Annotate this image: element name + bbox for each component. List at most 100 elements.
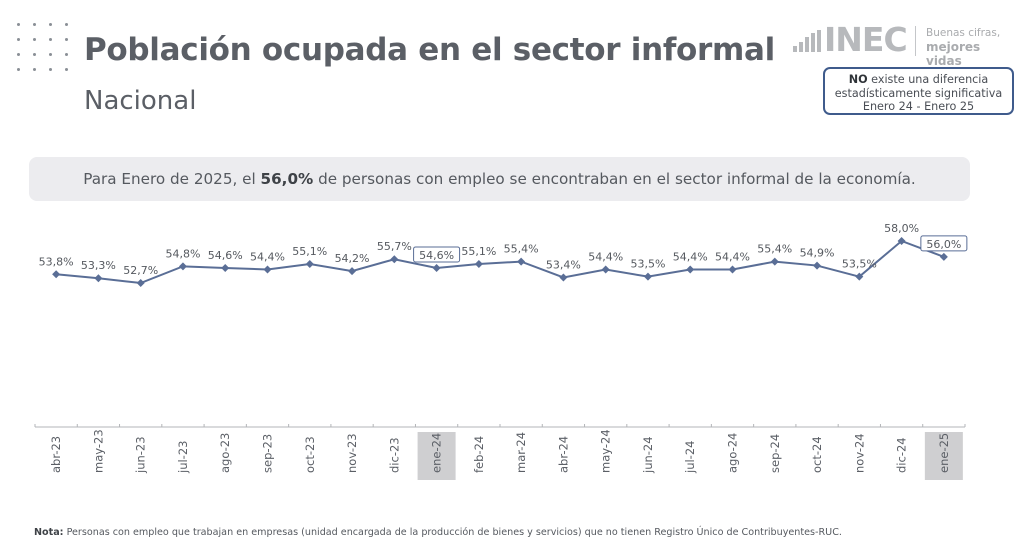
x-tick-label: nov-24 — [852, 433, 866, 473]
data-label: 54,4% — [250, 251, 285, 264]
data-point-marker — [474, 259, 483, 268]
highlight-category-bg — [417, 432, 456, 480]
data-point-marker — [178, 262, 187, 271]
decorative-dot — [49, 23, 52, 26]
logo-divider — [915, 26, 916, 56]
significance-line2: estadísticamente significativa — [834, 86, 1003, 100]
signal-bars-icon — [793, 30, 823, 52]
x-tick-label: sep-23 — [261, 434, 275, 473]
x-tick-label: jun-24 — [641, 436, 655, 474]
data-label: 52,7% — [123, 264, 158, 277]
decorative-dot — [65, 23, 68, 26]
data-label: 53,5% — [630, 258, 665, 271]
data-point-marker — [263, 265, 272, 274]
data-point-marker — [305, 259, 314, 268]
decorative-dot — [65, 38, 68, 41]
data-point-marker — [136, 279, 145, 287]
data-label: 54,4% — [715, 251, 750, 264]
data-point-marker — [221, 263, 230, 272]
data-point-marker — [601, 265, 610, 274]
data-label: 54,4% — [588, 251, 623, 264]
decorative-dot — [17, 38, 20, 41]
x-tick-label: feb-24 — [472, 436, 486, 473]
logo-tagline-1: Buenas cifras, — [926, 27, 1001, 39]
series-line — [56, 239, 945, 285]
data-point-marker — [686, 265, 695, 274]
footnote: Nota: Personas con empleo que trabajan e… — [34, 527, 842, 538]
decorative-dot — [33, 23, 36, 26]
x-tick-label: oct-24 — [810, 436, 824, 473]
data-point-marker — [52, 270, 61, 279]
inec-logo: INEC Buenas cifras, mejores vidas — [793, 20, 1018, 68]
data-label: 54,4% — [673, 251, 708, 264]
significance-bold: NO — [848, 73, 868, 86]
highlight-category-bg — [924, 432, 963, 480]
data-point-marker — [559, 273, 568, 282]
footnote-label: Nota: — [34, 527, 64, 538]
decorative-dot — [17, 23, 20, 26]
decorative-dot — [17, 53, 20, 56]
data-point-marker — [517, 257, 526, 266]
data-label-box — [920, 235, 968, 252]
data-label: 53,5% — [842, 258, 877, 271]
logo-brand-text: INEC — [824, 20, 908, 59]
footnote-text: Personas con empleo que trabajan en empr… — [63, 527, 842, 538]
data-point-marker — [770, 257, 779, 266]
data-label: 55,1% — [461, 245, 496, 258]
x-tick-label: dic-23 — [387, 437, 401, 473]
decorative-dot — [49, 68, 52, 71]
banner-suffix: de personas con empleo se encontraban en… — [313, 170, 916, 188]
decorative-dot-grid — [12, 18, 74, 76]
significance-line3: Enero 24 - Enero 25 — [862, 100, 975, 113]
data-point-marker — [855, 272, 864, 281]
page-subtitle: Nacional — [84, 86, 197, 116]
decorative-dot — [65, 53, 68, 56]
data-label: 55,4% — [504, 243, 539, 256]
x-tick-label: abr-23 — [49, 436, 63, 473]
data-label: 55,7% — [377, 240, 412, 253]
data-point-marker — [643, 272, 652, 281]
logo-tagline-2: mejores vidas — [926, 40, 981, 68]
data-point-marker — [897, 237, 906, 245]
data-point-marker — [432, 263, 441, 272]
decorative-dot — [49, 38, 52, 41]
page-title: Población ocupada en el sector informal — [84, 32, 775, 68]
x-tick-label: sep-24 — [768, 434, 782, 473]
line-chart: abr-23 may-23 jun-23 jul-23 ago-23 sep-23 oct-… — [34, 222, 968, 480]
x-tick-label: nov-23 — [345, 433, 359, 473]
x-tick-label: may-23 — [91, 429, 105, 473]
x-tick-label: may-24 — [599, 429, 613, 473]
data-label: 54,2% — [335, 252, 370, 265]
x-tick-label: mar-24 — [514, 432, 528, 473]
data-label: 54,9% — [800, 247, 835, 260]
decorative-dot — [33, 53, 36, 56]
decorative-dot — [33, 68, 36, 71]
data-point-marker — [94, 274, 103, 283]
data-label: 53,4% — [546, 258, 581, 271]
data-label: 56,0% — [926, 238, 961, 251]
x-tick-label: ago-23 — [218, 433, 232, 473]
decorative-dot — [33, 38, 36, 41]
banner-prefix: Para Enero de 2025, el — [83, 170, 261, 188]
significance-line1: existe una diferencia — [867, 73, 989, 86]
data-point-marker — [728, 265, 737, 274]
x-tick-label: oct-23 — [303, 436, 317, 473]
x-tick-label: abr-24 — [556, 436, 570, 473]
x-tick-label: jul-23 — [176, 441, 190, 474]
data-label: 54,8% — [165, 247, 200, 260]
x-tick-label: ago-24 — [726, 433, 740, 473]
x-tick-label: jul-24 — [683, 441, 697, 474]
data-label: 54,6% — [419, 249, 454, 262]
significance-note: NO existe una diferencia estadísticament… — [823, 67, 1014, 115]
data-label: 58,0% — [884, 222, 919, 235]
decorative-dot — [65, 68, 68, 71]
decorative-dot — [17, 68, 20, 71]
data-label: 55,1% — [292, 245, 327, 258]
x-tick-label: jun-23 — [134, 436, 148, 474]
data-label: 55,4% — [757, 243, 792, 256]
data-point-marker — [939, 252, 948, 261]
data-label: 54,6% — [208, 249, 243, 262]
data-point-marker — [390, 255, 399, 264]
data-label: 53,8% — [39, 255, 74, 268]
x-tick-label: ene-25 — [937, 433, 951, 473]
